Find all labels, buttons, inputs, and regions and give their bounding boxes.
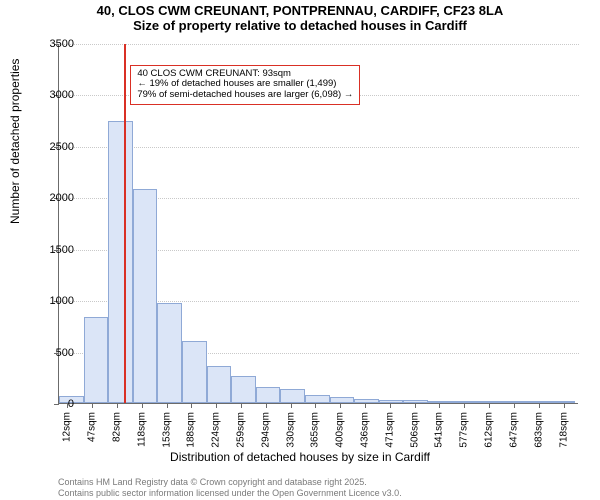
xtick-mark: [489, 403, 490, 408]
histogram-bar: [133, 189, 158, 403]
histogram-bar: [84, 317, 109, 403]
xtick-label: 12sqm: [62, 412, 73, 442]
x-axis-label: Distribution of detached houses by size …: [0, 450, 600, 464]
xtick-mark: [191, 403, 192, 408]
ytick-label: 0: [34, 398, 74, 410]
xtick-mark: [167, 403, 168, 408]
histogram-bar: [280, 389, 305, 403]
histogram-bar: [379, 400, 404, 403]
histogram-bar: [157, 303, 182, 403]
xtick-mark: [266, 403, 267, 408]
histogram-bar: [108, 121, 133, 403]
gridline: [59, 44, 579, 45]
xtick-mark: [415, 403, 416, 408]
xtick-label: 153sqm: [161, 412, 172, 448]
xtick-label: 47sqm: [87, 412, 98, 442]
xtick-label: 718sqm: [558, 412, 569, 448]
xtick-mark: [117, 403, 118, 408]
xtick-mark: [514, 403, 515, 408]
xtick-label: 471sqm: [384, 412, 395, 448]
xtick-label: 294sqm: [260, 412, 271, 448]
histogram-bar: [182, 341, 207, 403]
xtick-mark: [142, 403, 143, 408]
xtick-mark: [340, 403, 341, 408]
reference-line: [124, 44, 126, 403]
histogram-chart: 40 CLOS CWM CREUNANT: 93sqm← 19% of deta…: [58, 44, 578, 404]
xtick-mark: [564, 403, 565, 408]
histogram-bar: [403, 400, 428, 403]
xtick-label: 259sqm: [236, 412, 247, 448]
xtick-mark: [539, 403, 540, 408]
xtick-label: 118sqm: [136, 412, 147, 447]
footer-line-1: Contains HM Land Registry data © Crown c…: [58, 477, 402, 487]
annotation-box: 40 CLOS CWM CREUNANT: 93sqm← 19% of deta…: [130, 65, 360, 106]
annotation-line: 79% of semi-detached houses are larger (…: [137, 90, 353, 101]
xtick-label: 400sqm: [335, 412, 346, 448]
title-line-1: 40, CLOS CWM CREUNANT, PONTPRENNAU, CARD…: [0, 4, 600, 19]
xtick-label: 577sqm: [459, 412, 470, 448]
histogram-bar: [330, 397, 355, 403]
footer-attribution: Contains HM Land Registry data © Crown c…: [58, 477, 402, 498]
title-line-2: Size of property relative to detached ho…: [0, 19, 600, 34]
y-axis-label: Number of detached properties: [8, 59, 22, 224]
xtick-label: 683sqm: [533, 412, 544, 448]
histogram-bar: [207, 366, 232, 403]
histogram-bar: [256, 387, 281, 403]
xtick-mark: [92, 403, 93, 408]
xtick-label: 541sqm: [434, 412, 445, 448]
xtick-mark: [365, 403, 366, 408]
histogram-bar: [231, 376, 256, 403]
ytick-label: 2000: [34, 192, 74, 204]
xtick-mark: [241, 403, 242, 408]
xtick-label: 506sqm: [409, 412, 420, 448]
ytick-label: 2500: [34, 141, 74, 153]
xtick-label: 436sqm: [360, 412, 371, 448]
xtick-label: 188sqm: [186, 412, 197, 448]
xtick-mark: [291, 403, 292, 408]
ytick-label: 3500: [34, 38, 74, 50]
ytick-label: 500: [34, 347, 74, 359]
histogram-bar: [305, 395, 330, 403]
ytick-label: 1500: [34, 244, 74, 256]
histogram-bar: [354, 399, 379, 403]
xtick-mark: [464, 403, 465, 408]
histogram-bar: [428, 401, 453, 403]
xtick-label: 82sqm: [111, 412, 122, 442]
xtick-mark: [439, 403, 440, 408]
ytick-label: 1000: [34, 295, 74, 307]
plot-area: 40 CLOS CWM CREUNANT: 93sqm← 19% of deta…: [58, 44, 578, 404]
xtick-mark: [216, 403, 217, 408]
xtick-mark: [390, 403, 391, 408]
xtick-label: 365sqm: [310, 412, 321, 448]
ytick-label: 3000: [34, 89, 74, 101]
xtick-mark: [315, 403, 316, 408]
xtick-label: 647sqm: [508, 412, 519, 448]
footer-line-2: Contains public sector information licen…: [58, 488, 402, 498]
xtick-label: 224sqm: [211, 412, 222, 448]
xtick-label: 330sqm: [285, 412, 296, 448]
gridline: [59, 147, 579, 148]
chart-title: 40, CLOS CWM CREUNANT, PONTPRENNAU, CARD…: [0, 0, 600, 34]
xtick-label: 612sqm: [484, 412, 495, 448]
